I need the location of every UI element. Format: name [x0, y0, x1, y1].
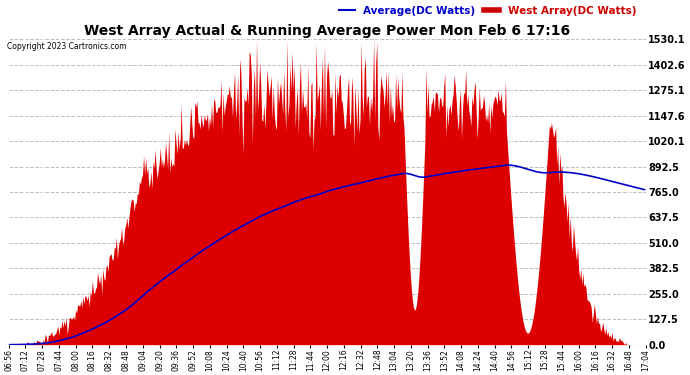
Text: Copyright 2023 Cartronics.com: Copyright 2023 Cartronics.com [7, 42, 126, 51]
Title: West Array Actual & Running Average Power Mon Feb 6 17:16: West Array Actual & Running Average Powe… [84, 24, 570, 38]
Legend: Average(DC Watts), West Array(DC Watts): Average(DC Watts), West Array(DC Watts) [335, 2, 640, 20]
